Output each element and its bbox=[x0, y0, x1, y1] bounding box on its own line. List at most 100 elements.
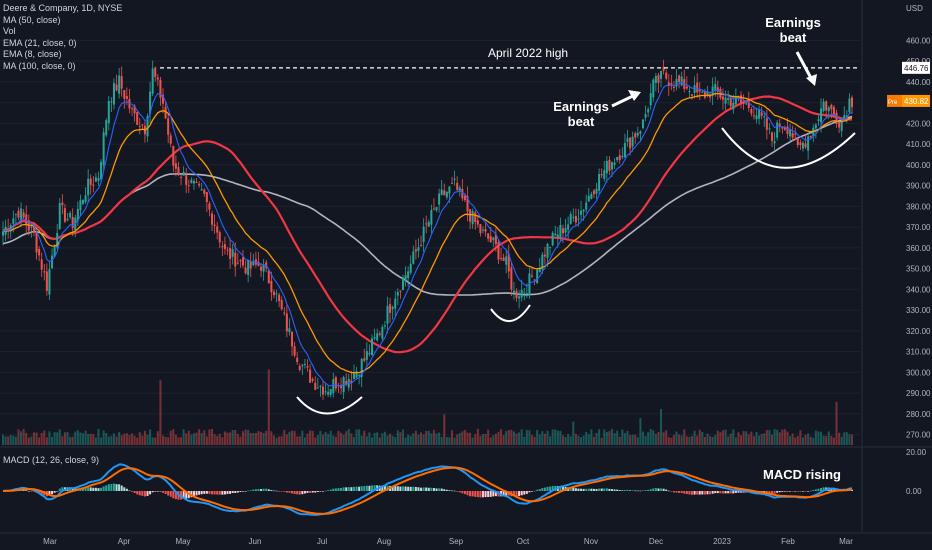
volume-bar bbox=[249, 432, 252, 445]
macd-histogram-bar bbox=[812, 490, 815, 491]
candle-body bbox=[512, 290, 515, 293]
macd-histogram-bar bbox=[512, 491, 515, 497]
candle-body bbox=[714, 84, 717, 90]
volume-bar bbox=[394, 437, 397, 445]
volume-bar bbox=[745, 431, 748, 445]
volume-bar bbox=[536, 429, 539, 445]
volume-bar bbox=[763, 433, 766, 445]
macd-histogram-bar bbox=[572, 487, 575, 491]
volume-bar bbox=[136, 437, 139, 445]
volume-bar bbox=[520, 429, 523, 445]
macd-histogram-bar bbox=[520, 491, 523, 496]
candle-body bbox=[399, 290, 402, 292]
candle-body bbox=[432, 208, 435, 210]
candle-body bbox=[40, 259, 43, 270]
macd-histogram-bar bbox=[654, 488, 657, 491]
candle-body bbox=[412, 251, 415, 264]
macd-histogram-bar bbox=[703, 491, 706, 495]
volume-bar bbox=[752, 436, 755, 445]
volume-bar bbox=[512, 431, 515, 445]
volume-bar bbox=[358, 429, 361, 445]
candle-body bbox=[22, 212, 25, 218]
volume-bar bbox=[17, 429, 20, 445]
candle-body bbox=[709, 94, 712, 98]
macd-histogram-bar bbox=[783, 491, 786, 492]
macd-histogram-bar bbox=[156, 491, 159, 492]
volume-bar bbox=[577, 435, 580, 445]
volume-bar bbox=[231, 429, 234, 445]
volume-bar bbox=[680, 435, 683, 445]
price-tick-label: 410.00 bbox=[906, 140, 931, 149]
candle-body bbox=[729, 97, 732, 107]
macd-histogram-bar bbox=[582, 488, 585, 491]
arrow-2-shaft bbox=[795, 51, 814, 81]
volume-bar bbox=[164, 436, 167, 445]
time-tick-label: Jul bbox=[317, 537, 327, 546]
candle-body bbox=[794, 133, 797, 135]
macd-histogram-bar bbox=[314, 491, 317, 493]
macd-histogram-bar bbox=[647, 489, 650, 491]
macd-histogram-bar bbox=[254, 489, 257, 491]
candle-body bbox=[272, 291, 275, 296]
candle-body bbox=[608, 159, 611, 171]
volume-bar bbox=[794, 437, 797, 445]
volume-bar bbox=[657, 431, 660, 445]
volume-bar bbox=[474, 434, 477, 445]
volume-bar bbox=[92, 434, 95, 445]
macd-histogram-bar bbox=[649, 489, 652, 491]
candle-body bbox=[198, 183, 201, 186]
candle-body bbox=[807, 136, 810, 151]
candle-body bbox=[252, 260, 255, 266]
volume-bar bbox=[600, 437, 603, 445]
candle-body bbox=[507, 253, 510, 272]
macd-histogram-bar bbox=[97, 488, 100, 491]
macd-histogram-bar bbox=[40, 491, 43, 495]
candle-body bbox=[541, 254, 544, 270]
macd-histogram-bar bbox=[309, 491, 312, 493]
currency-label: USD bbox=[906, 4, 923, 13]
macd-histogram-bar bbox=[683, 491, 686, 494]
volume-bar bbox=[438, 432, 441, 445]
candle-body bbox=[298, 366, 301, 370]
volume-bar bbox=[172, 429, 175, 445]
volume-bar bbox=[616, 430, 619, 445]
price-tick-label: 360.00 bbox=[906, 244, 931, 253]
macd-histogram-bar bbox=[525, 491, 528, 494]
volume-bar bbox=[334, 436, 337, 445]
macd-histogram-bar bbox=[528, 491, 531, 493]
volume-bar bbox=[518, 432, 521, 445]
candle-body bbox=[822, 101, 825, 112]
macd-histogram-bar bbox=[809, 490, 812, 492]
candle-body bbox=[745, 103, 748, 105]
volume-bar bbox=[456, 434, 459, 445]
macd-histogram-bar bbox=[616, 489, 619, 491]
candle-body bbox=[180, 176, 183, 178]
macd-histogram-bar bbox=[489, 491, 492, 497]
price-tick-label: 380.00 bbox=[906, 202, 931, 211]
volume-bar bbox=[747, 434, 750, 445]
macd-histogram-bar bbox=[621, 490, 624, 491]
volume-bar bbox=[809, 436, 812, 445]
macd-histogram-bar bbox=[820, 488, 823, 491]
candle-body bbox=[156, 77, 159, 80]
macd-histogram-bar bbox=[383, 486, 386, 491]
candle-body bbox=[838, 122, 841, 128]
macd-histogram-bar bbox=[229, 491, 232, 494]
volume-bar bbox=[440, 436, 443, 445]
macd-histogram-bar bbox=[107, 484, 110, 491]
macd-histogram-bar bbox=[213, 491, 216, 495]
volume-bar bbox=[487, 429, 490, 445]
volume-bar bbox=[654, 434, 657, 445]
macd-histogram-bar bbox=[417, 487, 420, 491]
candle-body bbox=[835, 112, 838, 124]
macd-histogram-bar bbox=[675, 491, 678, 493]
macd-histogram-bar bbox=[549, 486, 552, 491]
price-tick-label: 340.00 bbox=[906, 285, 931, 294]
candle-body bbox=[345, 380, 348, 386]
candle-body bbox=[81, 200, 84, 204]
macd-histogram-bar bbox=[714, 491, 717, 494]
volume-bar bbox=[830, 435, 833, 445]
time-tick-label: Sep bbox=[449, 537, 464, 546]
